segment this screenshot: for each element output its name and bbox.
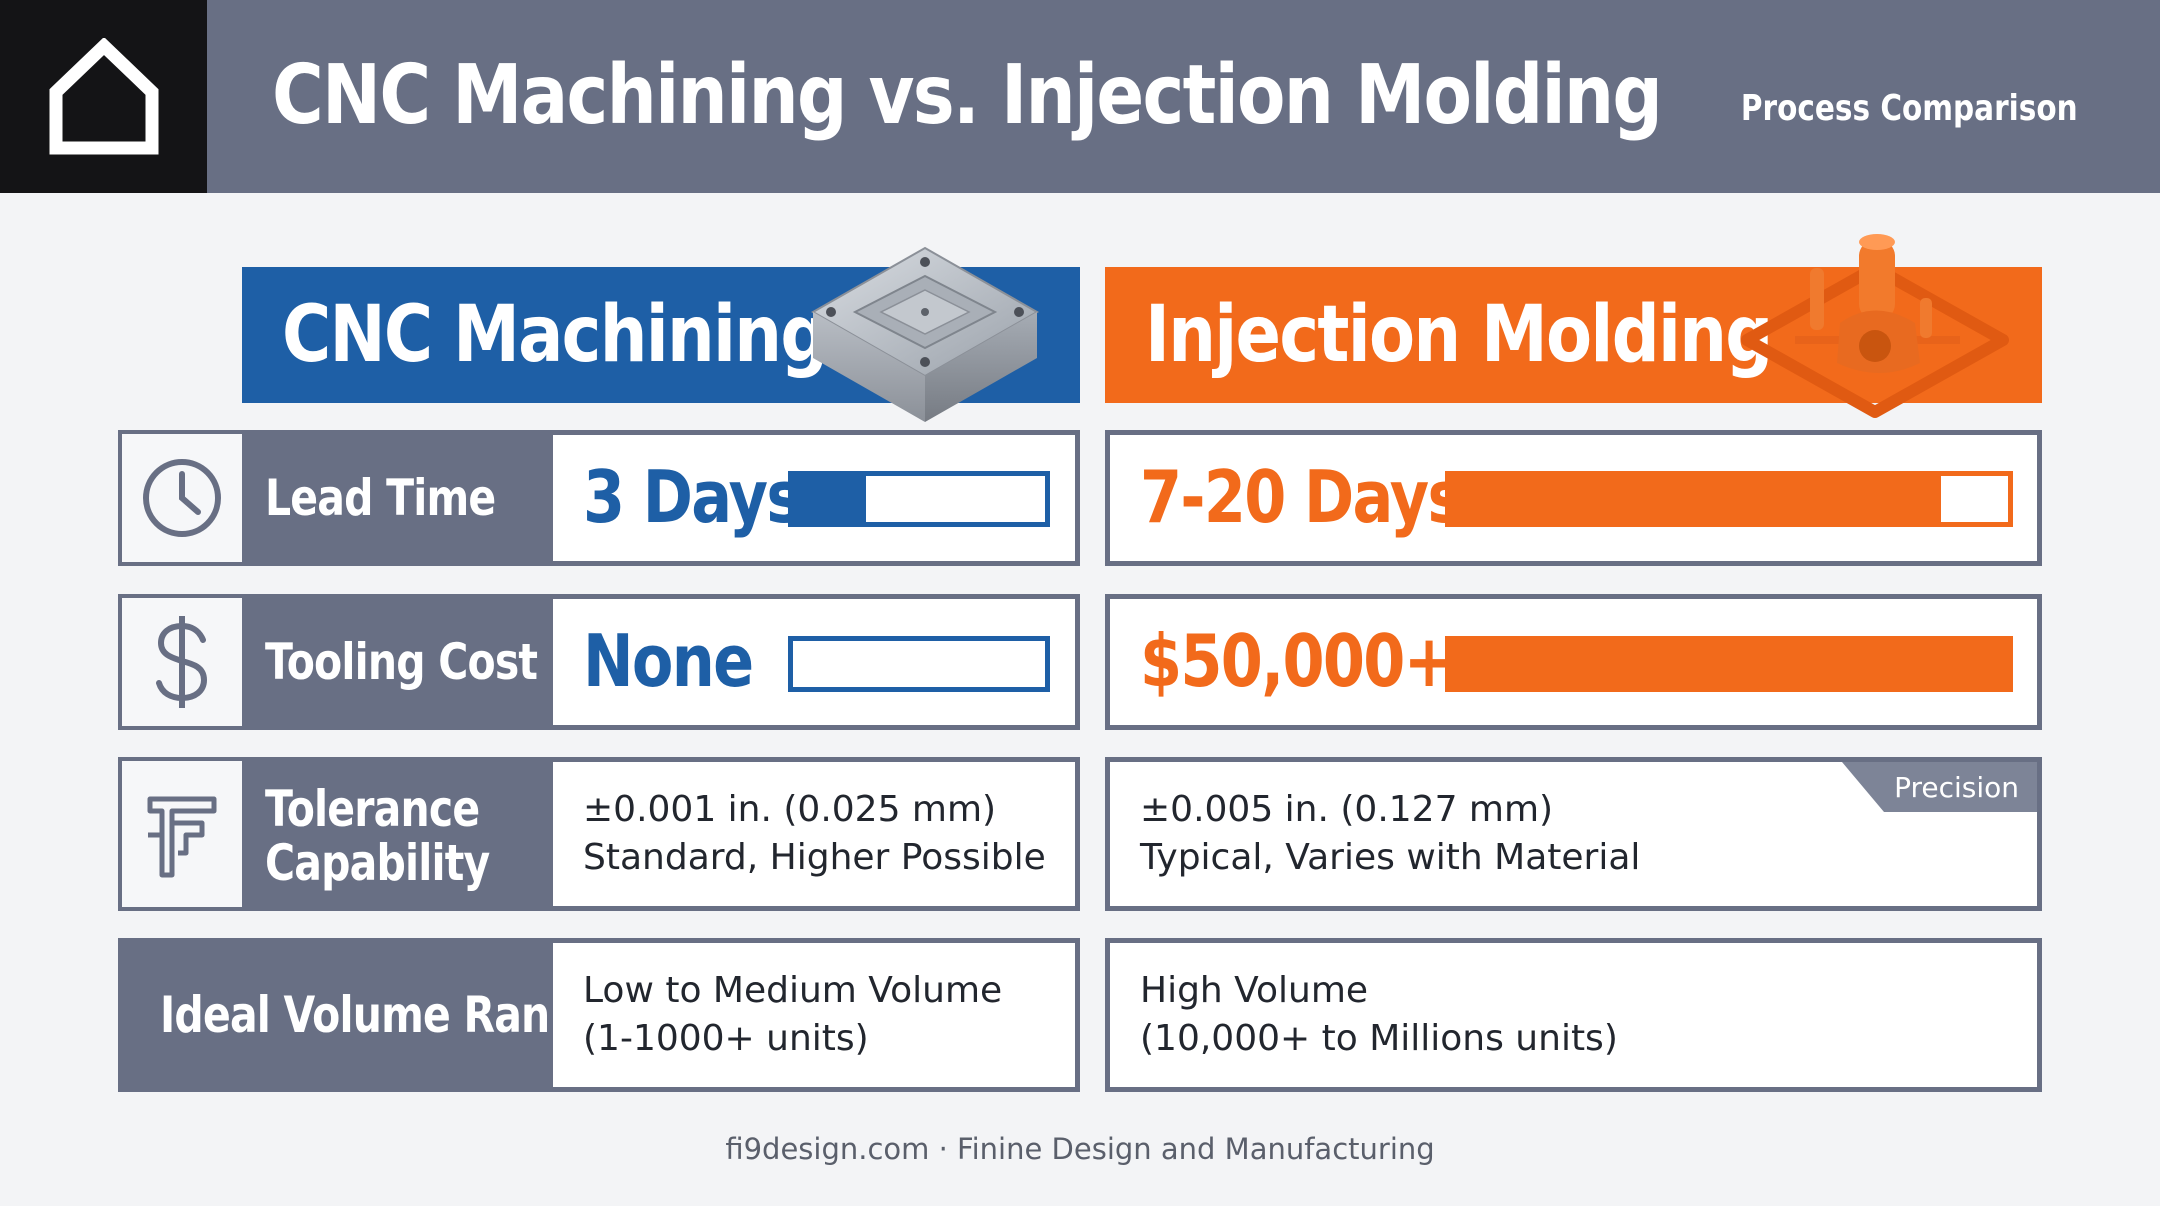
cnc-tooling-cost-bar (788, 636, 1050, 692)
dollar-icon (156, 616, 208, 708)
row-label-text: Tooling Cost (265, 633, 538, 691)
injection-lead-time-value: 7-20 Days (1140, 455, 1464, 539)
page-title: CNC Machining vs. Injection Molding (272, 47, 1663, 143)
cnc-lead-time-bar-fill (793, 476, 867, 522)
precision-tag: Precision (1842, 762, 2037, 812)
cnc-lead-time-cell: 3 Days (548, 430, 1080, 566)
injection-tooling-cost-bar-fill (1450, 641, 2008, 687)
cnc-tooling-cost-value: None (583, 619, 754, 703)
injection-volume-line2: (10,000+ to Millions units) (1140, 1018, 1618, 1059)
molded-part-image (1741, 234, 2009, 418)
injection-tooling-cost-value: $50,000+ (1140, 619, 1454, 703)
cnc-lead-time-bar (788, 471, 1050, 527)
injection-lead-time-cell: 7-20 Days (1105, 430, 2042, 566)
injection-tolerance-line1: ±0.005 in. (0.127 mm) (1140, 789, 1554, 830)
cnc-tolerance-line1: ±0.001 in. (0.025 mm) (583, 789, 997, 830)
clock-icon (143, 459, 221, 537)
house-outline-icon (49, 37, 158, 154)
injection-lead-time-bar-fill (1450, 476, 1942, 522)
row-label-text-line2: Capability (265, 834, 490, 892)
cnc-tolerance-cell: ±0.001 in. (0.025 mm) Standard, Higher P… (548, 757, 1080, 911)
cnc-tolerance-line2: Standard, Higher Possible (583, 837, 1046, 878)
cnc-volume-cell: Low to Medium Volume (1-1000+ units) (548, 938, 1080, 1092)
row-label-tooling-cost: Tooling Cost (118, 594, 551, 730)
row-label-text: Ideal Volume Range (160, 986, 606, 1044)
injection-tooling-cost-bar (1445, 636, 2013, 692)
injection-volume-cell: High Volume (10,000+ to Millions units) (1105, 938, 2042, 1092)
injection-tolerance-line2: Typical, Varies with Material (1140, 837, 1641, 878)
caliper-icon (147, 796, 217, 878)
injection-tooling-cost-cell: $50,000+ (1105, 594, 2042, 730)
injection-tolerance-cell: ±0.005 in. (0.127 mm) Typical, Varies wi… (1105, 757, 2042, 911)
row-label-text: Lead Time (265, 469, 496, 527)
cnc-volume-line2: (1-1000+ units) (583, 1018, 869, 1059)
row-label-text-line1: Tolerance (265, 780, 480, 838)
cnc-column-title: CNC Machining (282, 290, 828, 380)
logo[interactable] (0, 0, 207, 193)
injection-volume-line1: High Volume (1140, 970, 1369, 1011)
injection-column-title: Injection Molding (1145, 290, 1773, 380)
row-label-tolerance: Tolerance Capability (118, 757, 551, 911)
injection-lead-time-bar (1445, 471, 2013, 527)
machined-block-image (810, 246, 1040, 422)
header-bar: CNC Machining vs. Injection Molding Proc… (0, 0, 2160, 193)
tolerance-icon-cell (122, 761, 242, 907)
lead-time-icon-cell (122, 434, 242, 562)
cnc-lead-time-value: 3 Days (583, 455, 802, 539)
row-label-volume: Ideal Volume Range (118, 938, 606, 1092)
row-label-lead-time: Lead Time (118, 430, 551, 566)
page-subtitle: Process Comparison (1741, 88, 2078, 129)
cnc-volume-line1: Low to Medium Volume (583, 970, 1003, 1011)
footer-credit[interactable]: fi9design.com · Finine Design and Manufa… (725, 1132, 1435, 1166)
tooling-cost-icon-cell (122, 598, 242, 726)
cnc-tooling-cost-cell: None (548, 594, 1080, 730)
